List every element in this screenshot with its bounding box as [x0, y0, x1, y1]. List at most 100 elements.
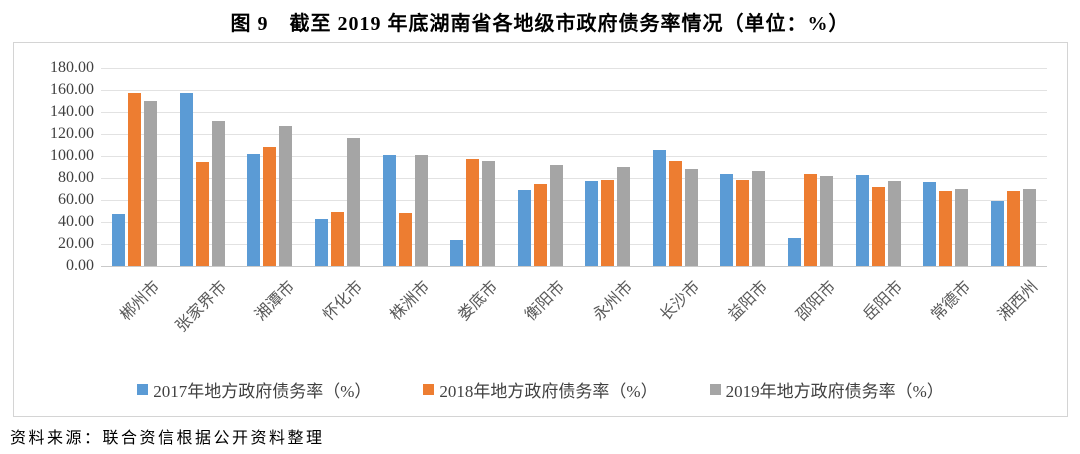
bar: [939, 190, 953, 266]
gridline: [101, 266, 1047, 267]
bar: [752, 171, 766, 266]
legend-label-2019: 2019年地方政府债务率（%）: [725, 382, 944, 401]
bar: [549, 165, 563, 266]
bar-group-娄底市: [439, 68, 507, 266]
bar: [211, 121, 225, 266]
legend: 2017年地方政府债务率（%） 2018年地方政府债务率（%） 2019年地方政…: [14, 377, 1067, 402]
y-tick-label: 20.00: [58, 235, 94, 252]
bar: [736, 179, 750, 266]
y-tick-label: 180.00: [50, 59, 94, 76]
y-axis: 180.00 160.00 140.00 120.00 100.00 80.00 60.00…: [24, 60, 94, 274]
gridline: [101, 134, 1047, 135]
legend-label-2017: 2017年地方政府债务率（%）: [153, 382, 372, 401]
legend-item-2019: 2019年地方政府债务率（%）: [709, 377, 944, 402]
bar: [382, 155, 396, 266]
bar: [279, 126, 293, 266]
y-tick-label: 100.00: [50, 147, 94, 164]
bar: [144, 101, 158, 266]
bar-group-永州市: [574, 68, 642, 266]
source-note: 资料来源：联合资信根据公开资料整理: [10, 430, 325, 447]
bar-group-益阳市: [709, 68, 777, 266]
bar: [855, 175, 869, 266]
y-tick-label: 160.00: [50, 81, 94, 98]
bar: [617, 167, 631, 266]
gridline: [101, 200, 1047, 201]
bar-group-怀化市: [304, 68, 372, 266]
bar: [112, 213, 126, 266]
legend-item-2017: 2017年地方政府债务率（%）: [137, 377, 371, 402]
bar: [820, 176, 834, 266]
plot-area: 郴州市 张家界市 湘潭市 怀化市 株洲市 娄底市 衡阳市 永州市 长沙市 益阳市 邵阳市 岳阳市 常德市…: [101, 68, 1047, 336]
legend-swatch-2018-icon: [423, 384, 435, 395]
y-tick-label: 120.00: [50, 125, 94, 142]
gridline: [101, 112, 1047, 113]
bar: [482, 160, 496, 266]
legend-swatch-2017-icon: [137, 384, 149, 395]
gridline: [101, 222, 1047, 223]
y-tick-label: 60.00: [58, 191, 94, 208]
x-tick-label: 常德市: [927, 278, 974, 325]
bar-group-株洲市: [371, 68, 439, 266]
bar: [517, 189, 531, 266]
bar-groups: [101, 68, 1047, 266]
x-tick-label: 湘潭市: [252, 278, 299, 325]
bar-group-湘潭市: [236, 68, 304, 266]
legend-item-2018: 2018年地方政府债务率（%）: [423, 377, 658, 402]
bar: [398, 213, 412, 266]
bar-group-长沙市: [642, 68, 710, 266]
y-tick-label: 0.00: [66, 257, 94, 274]
x-tick-label: 长沙市: [657, 278, 704, 325]
bar-group-常德市: [912, 68, 980, 266]
bar: [263, 147, 277, 266]
x-tick-label: 株洲市: [387, 278, 434, 325]
x-tick-label: 娄底市: [454, 278, 501, 325]
bar-group-湘西州: [980, 68, 1048, 266]
bar: [466, 159, 480, 266]
bar-group-岳阳市: [844, 68, 912, 266]
x-tick-label: 岳阳市: [860, 278, 907, 325]
bar-group-衡阳市: [506, 68, 574, 266]
chart-title: 图 9 截至 2019 年底湖南省各地级市政府债务率情况（单位：%）: [230, 13, 850, 35]
bar: [668, 160, 682, 266]
gridline: [101, 90, 1047, 91]
x-tick-label: 益阳市: [725, 278, 772, 325]
bar: [1022, 189, 1036, 266]
bar: [1006, 191, 1020, 266]
x-tick-label: 衡阳市: [522, 278, 569, 325]
chart-figure: 180.00 160.00 140.00 120.00 100.00 80.00 60.00…: [13, 42, 1068, 417]
bar: [179, 93, 193, 266]
x-tick-label: 张家界市: [173, 278, 231, 336]
bar: [788, 237, 802, 266]
bar-group-郴州市: [101, 68, 169, 266]
bar: [450, 239, 464, 266]
gridline: [101, 178, 1047, 179]
bar: [601, 180, 615, 266]
y-tick-label: 140.00: [50, 103, 94, 120]
bar: [923, 182, 937, 266]
bar-group-邵阳市: [777, 68, 845, 266]
bar: [585, 181, 599, 266]
gridline: [101, 68, 1047, 69]
legend-label-2018: 2018年地方政府债务率（%）: [439, 382, 658, 401]
x-tick-label: 永州市: [590, 278, 637, 325]
bar: [720, 174, 734, 266]
y-tick-label: 80.00: [58, 169, 94, 186]
bar: [804, 173, 818, 266]
bar: [955, 189, 969, 266]
bar: [128, 93, 142, 266]
bar: [414, 155, 428, 266]
bar: [684, 169, 698, 266]
bar: [331, 212, 345, 266]
bar: [990, 201, 1004, 266]
bar: [195, 161, 209, 266]
bar: [247, 153, 261, 266]
x-tick-label: 怀化市: [319, 278, 366, 325]
bar-group-张家界市: [169, 68, 237, 266]
bar: [871, 186, 885, 266]
bar: [887, 181, 901, 266]
x-tick-label: 郴州市: [117, 278, 164, 325]
gridline: [101, 156, 1047, 157]
bar: [533, 183, 547, 266]
gridline: [101, 244, 1047, 245]
y-tick-label: 40.00: [58, 213, 94, 230]
